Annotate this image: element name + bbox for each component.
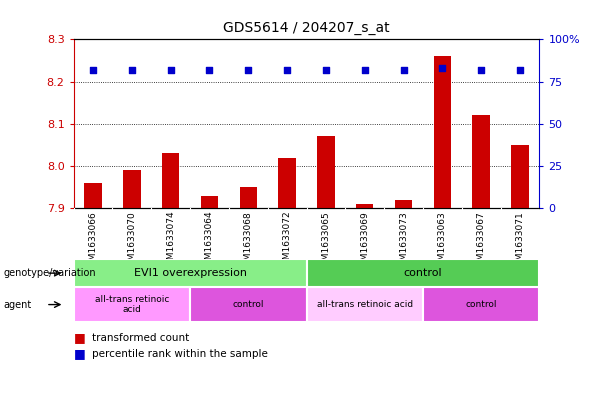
Bar bbox=[200, 196, 218, 208]
Bar bbox=[162, 153, 180, 208]
Point bbox=[515, 66, 525, 73]
Text: GSM1633067: GSM1633067 bbox=[477, 211, 485, 272]
Bar bbox=[74, 259, 306, 287]
Bar bbox=[423, 287, 539, 322]
Text: ■: ■ bbox=[74, 347, 85, 360]
Bar bbox=[306, 259, 539, 287]
Bar bbox=[190, 287, 306, 322]
Point bbox=[205, 66, 215, 73]
Point bbox=[282, 66, 292, 73]
Text: GSM1633065: GSM1633065 bbox=[321, 211, 330, 272]
Bar bbox=[306, 287, 423, 322]
Text: GSM1633071: GSM1633071 bbox=[516, 211, 525, 272]
Bar bbox=[84, 183, 102, 208]
Text: transformed count: transformed count bbox=[92, 333, 189, 343]
Text: EVI1 overexpression: EVI1 overexpression bbox=[134, 268, 246, 278]
Text: control: control bbox=[403, 268, 443, 278]
Text: GSM1633072: GSM1633072 bbox=[283, 211, 292, 272]
Point bbox=[398, 66, 408, 73]
Point bbox=[127, 66, 137, 73]
Text: agent: agent bbox=[3, 299, 31, 310]
Text: ■: ■ bbox=[74, 331, 85, 345]
Text: GSM1633074: GSM1633074 bbox=[166, 211, 175, 272]
Text: control: control bbox=[465, 300, 497, 309]
Point bbox=[476, 66, 486, 73]
Point bbox=[321, 66, 331, 73]
Text: GSM1633069: GSM1633069 bbox=[360, 211, 369, 272]
Point bbox=[438, 65, 447, 71]
Point bbox=[360, 66, 370, 73]
Text: all-trans retinoic
acid: all-trans retinoic acid bbox=[94, 295, 169, 314]
Text: GSM1633068: GSM1633068 bbox=[244, 211, 253, 272]
Bar bbox=[74, 287, 190, 322]
Point bbox=[88, 66, 98, 73]
Bar bbox=[511, 145, 529, 208]
Text: GSM1633063: GSM1633063 bbox=[438, 211, 447, 272]
Text: genotype/variation: genotype/variation bbox=[3, 268, 96, 278]
Bar bbox=[395, 200, 413, 208]
Bar bbox=[123, 170, 140, 208]
Bar bbox=[433, 56, 451, 208]
Text: control: control bbox=[232, 300, 264, 309]
Text: GSM1633070: GSM1633070 bbox=[128, 211, 136, 272]
Bar bbox=[240, 187, 257, 208]
Bar bbox=[356, 204, 373, 208]
Text: percentile rank within the sample: percentile rank within the sample bbox=[92, 349, 268, 359]
Point bbox=[243, 66, 253, 73]
Title: GDS5614 / 204207_s_at: GDS5614 / 204207_s_at bbox=[223, 22, 390, 35]
Bar bbox=[317, 136, 335, 208]
Bar bbox=[473, 116, 490, 208]
Text: GSM1633073: GSM1633073 bbox=[399, 211, 408, 272]
Text: GSM1633066: GSM1633066 bbox=[88, 211, 97, 272]
Text: GSM1633064: GSM1633064 bbox=[205, 211, 214, 272]
Bar bbox=[278, 158, 296, 208]
Point bbox=[166, 66, 175, 73]
Text: all-trans retinoic acid: all-trans retinoic acid bbox=[317, 300, 413, 309]
